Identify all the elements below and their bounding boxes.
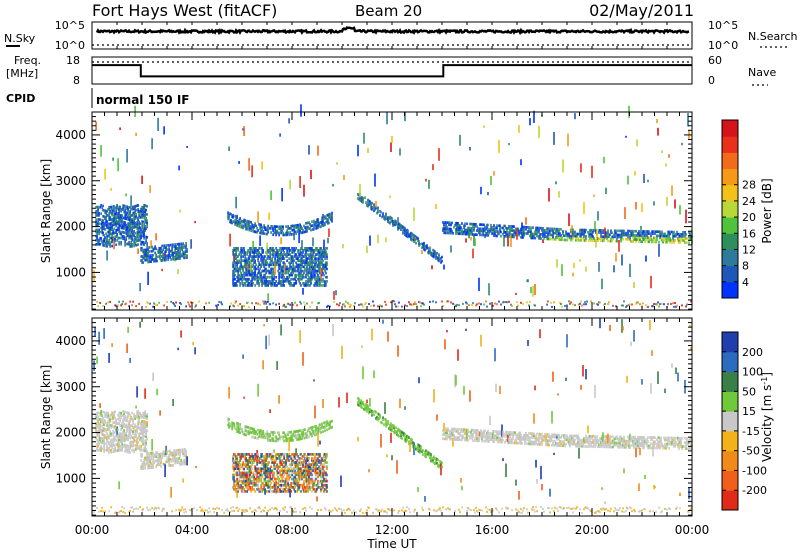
- colorbar-tick-label: 16: [742, 227, 756, 240]
- colorbar-segment: [722, 152, 738, 170]
- colorbar-tick-label: -50: [742, 445, 760, 458]
- colorbar-segment: [722, 184, 738, 202]
- colorbar-tick-label: 50: [742, 385, 756, 398]
- y-tick-label: 3000: [55, 380, 86, 394]
- cpid-label: CPID: [6, 92, 35, 105]
- colorbar-segment: [722, 391, 738, 412]
- colorbar-tick-label: 20: [742, 211, 756, 224]
- nave-tick-high: 60: [708, 54, 722, 67]
- nave-tick-low: 0: [708, 74, 715, 87]
- colorbar-tick-label: 200: [742, 346, 763, 359]
- colorbar-segment: [722, 430, 738, 452]
- freq-label-1: Freq.: [14, 54, 41, 67]
- x-tick-label: 08:00: [275, 523, 310, 537]
- colorbar-segment: [722, 120, 738, 137]
- colorbar-segment: [722, 470, 738, 491]
- noise-right-tick-high: 10^5: [708, 19, 738, 32]
- colorbar-tick-label: 24: [742, 195, 756, 208]
- date-label: 02/May/2011: [589, 1, 694, 20]
- colorbar-segment: [722, 450, 738, 471]
- y-tick-label: 1000: [55, 471, 86, 485]
- nave-label: Nave: [748, 66, 776, 79]
- colorbar-segment: [722, 281, 738, 299]
- colorbar-segment: [722, 490, 738, 511]
- power-ylabel: Slant Range [km]: [39, 159, 53, 263]
- y-tick-label: 4000: [55, 334, 86, 348]
- colorbar-segment: [722, 249, 738, 267]
- power-colorbar: 4 8 12 16 20 24 28 Power [dB]: [721, 119, 774, 299]
- frequency-panel: Freq. [MHz] 18 8 60 0 Nave: [6, 54, 776, 87]
- colorbar-segment: [722, 371, 738, 392]
- colorbar-segment: [722, 332, 738, 353]
- colorbar-segment: [722, 136, 738, 153]
- colorbar-tick-label: 8: [742, 260, 749, 273]
- colorbar-tick-label: -100: [742, 464, 767, 477]
- y-tick-label: 2000: [55, 220, 86, 234]
- colorbar-segment: [722, 411, 738, 432]
- colorbar-tick-label: -200: [742, 484, 767, 497]
- y-tick-label: 1000: [55, 265, 86, 279]
- velocity-cbar-label: Velocity [m s-1]: [760, 372, 775, 462]
- noise-right-tick-low: 10^0: [708, 39, 738, 52]
- cpid-value: normal 150 IF: [96, 93, 190, 107]
- velocity-cbar-label-text: Velocity [m s: [760, 385, 774, 462]
- power-panel: 1000 2000 3000 4000 Slant Range [km]: [39, 104, 693, 311]
- freq-label-2: [MHz]: [6, 67, 38, 80]
- velocity-ylabel: Slant Range [km]: [39, 365, 53, 469]
- y-tick-label: 4000: [55, 128, 86, 142]
- nsky-line: [95, 26, 690, 36]
- colorbar-segment: [722, 351, 738, 373]
- time-xlabel: Time UT: [366, 537, 417, 551]
- colorbar-tick-label: 28: [742, 179, 756, 192]
- x-tick-label: 12:00: [375, 523, 410, 537]
- velocity-panel: 1000 2000 3000 4000 00:00 04:00 08:00 12:00 16:0…: [39, 317, 710, 551]
- x-tick-label: 16:00: [475, 523, 510, 537]
- nsearch-label: N.Search: [748, 30, 798, 43]
- freq-tick-high: 18: [66, 54, 80, 67]
- y-tick-label: 2000: [55, 426, 86, 440]
- x-tick-label: 00:00: [675, 523, 710, 537]
- y-tick-label: 3000: [55, 174, 86, 188]
- beam-label: Beam 20: [355, 2, 422, 20]
- colorbar-segment: [722, 200, 738, 218]
- freq-line: [92, 64, 692, 78]
- velocity-colorbar: -200 -100 -50 -15 15 50 100 200 Velocity [m s-1…: [721, 331, 775, 511]
- noise-panel: N.Sky N.Search 10^5 10^0 10^5 10^0: [4, 19, 798, 52]
- colorbar-tick-label: 100: [742, 366, 763, 379]
- noise-left-tick-low: 10^0: [55, 39, 85, 52]
- x-tick-label: 04:00: [175, 523, 210, 537]
- colorbar-tick-label: -15: [742, 425, 760, 438]
- nsky-label: N.Sky: [4, 32, 36, 45]
- noise-left-tick-high: 10^5: [55, 19, 85, 32]
- x-tick-label: 20:00: [575, 523, 610, 537]
- colorbar-segment: [722, 265, 738, 283]
- colorbar-segment: [722, 217, 738, 234]
- power-cbar-label: Power [dB]: [760, 178, 774, 243]
- colorbar-segment: [722, 168, 738, 186]
- colorbar-tick-label: 4: [742, 276, 749, 289]
- x-tick-label: 00:00: [75, 523, 110, 537]
- colorbar-tick-label: 15: [742, 405, 756, 418]
- station-title: Fort Hays West (fitACF): [92, 1, 277, 20]
- colorbar-tick-label: 12: [742, 244, 756, 257]
- freq-tick-low: 8: [73, 74, 80, 87]
- colorbar-segment: [722, 233, 738, 250]
